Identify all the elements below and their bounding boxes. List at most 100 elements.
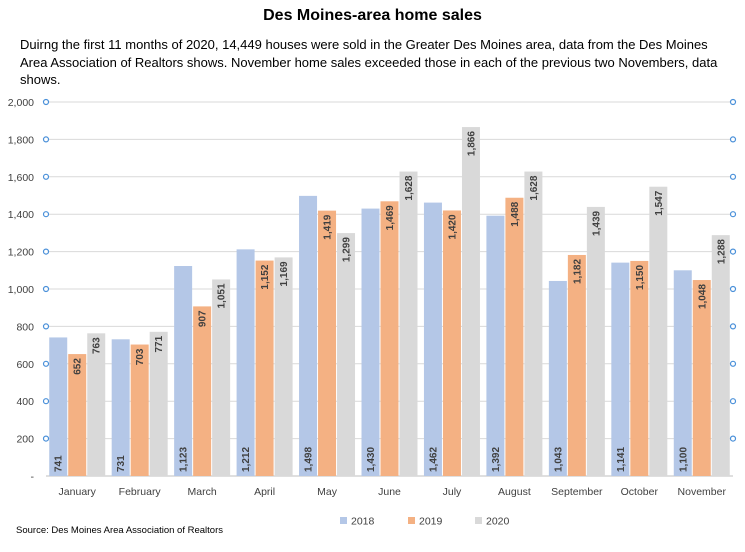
- selection-handle[interactable]: [729, 248, 737, 255]
- bar-2018-july: [423, 202, 442, 476]
- bar-2018-april: [236, 249, 255, 476]
- y-tick-label: 400: [16, 396, 34, 408]
- bar-2019-march: [193, 306, 212, 476]
- data-label: 1,469: [385, 205, 396, 230]
- legend-label: 2018: [351, 516, 375, 528]
- bar-2019-november: [692, 280, 711, 476]
- data-label: 771: [154, 335, 165, 352]
- bar-2019-october: [630, 260, 649, 476]
- bar-2020-march: [212, 279, 231, 476]
- x-tick-label: August: [498, 486, 531, 498]
- bar-2020-august: [524, 171, 543, 476]
- bar-2018-june: [361, 208, 380, 476]
- y-tick-label: 200: [16, 434, 34, 446]
- data-label: 1,152: [260, 264, 271, 289]
- selection-handle[interactable]: [729, 173, 737, 180]
- selection-handle[interactable]: [729, 136, 737, 143]
- data-label: 763: [92, 337, 103, 354]
- selection-handle[interactable]: [729, 323, 737, 330]
- data-label: 1,299: [342, 237, 353, 262]
- selection-handle[interactable]: [42, 398, 50, 405]
- y-tick-label: 2,000: [8, 97, 34, 109]
- legend-label: 2020: [486, 516, 510, 528]
- data-label: 1,048: [697, 284, 708, 309]
- bar-2019-august: [505, 197, 524, 476]
- bar-2018-october: [611, 262, 630, 476]
- bar-2019-february: [130, 344, 149, 476]
- selection-handle[interactable]: [729, 398, 737, 405]
- data-label: 1,051: [217, 283, 228, 308]
- x-tick-label: February: [119, 486, 162, 498]
- bar-2019-may: [318, 210, 337, 476]
- legend: 2018 2019 2020: [340, 516, 510, 528]
- bar-2018-january: [49, 337, 68, 476]
- data-label: 1,169: [279, 261, 290, 286]
- data-label: 741: [54, 455, 65, 472]
- selection-handle[interactable]: [42, 285, 50, 293]
- bar-2018-february: [111, 339, 130, 476]
- data-label: 1,212: [241, 447, 252, 472]
- bar-2018-march: [174, 265, 193, 476]
- data-label: 1,488: [510, 201, 521, 226]
- y-tick-label: 1,600: [8, 172, 34, 184]
- data-label: 1,430: [366, 447, 377, 472]
- selection-handle[interactable]: [42, 136, 50, 143]
- legend-swatch: [475, 517, 482, 524]
- bar-2019-june: [380, 201, 399, 476]
- bar-2020-july: [461, 127, 480, 477]
- data-label: 1,392: [491, 447, 502, 472]
- selection-handle[interactable]: [729, 285, 737, 293]
- legend-label: 2019: [419, 516, 443, 528]
- data-label: 1,150: [635, 265, 646, 290]
- bar-2020-september: [586, 206, 605, 477]
- data-label: 1,043: [553, 447, 564, 472]
- bar-2020-may: [337, 233, 356, 476]
- data-label: 1,420: [447, 214, 458, 239]
- selection-handle[interactable]: [729, 211, 737, 218]
- selection-handle[interactable]: [42, 323, 50, 330]
- selection-handle[interactable]: [42, 211, 50, 218]
- bar-2020-january: [87, 333, 106, 476]
- bar-2020-november: [711, 235, 730, 476]
- x-tick-label: October: [621, 486, 659, 498]
- y-tick-label: 1,800: [8, 134, 34, 146]
- data-label: 1,182: [572, 259, 583, 284]
- bar-2019-april: [255, 260, 274, 476]
- selection-handles: [42, 98, 737, 442]
- data-label: 1,439: [591, 210, 602, 235]
- selection-handle[interactable]: [729, 360, 737, 367]
- y-tick-label: 800: [16, 321, 34, 333]
- legend-swatch: [340, 517, 347, 524]
- chart-subtitle: Duirng the first 11 months of 2020, 14,4…: [20, 37, 718, 87]
- data-label: 1,462: [428, 447, 439, 472]
- data-label: 907: [198, 310, 209, 327]
- selection-handle[interactable]: [729, 435, 737, 442]
- data-label: 1,866: [466, 131, 477, 156]
- bar-2018-november: [673, 270, 692, 476]
- x-tick-label: June: [378, 486, 401, 498]
- x-tick-label: April: [254, 486, 275, 498]
- bar-2020-october: [649, 186, 668, 476]
- data-label: 1,498: [304, 447, 315, 472]
- selection-handle[interactable]: [42, 435, 50, 442]
- legend-swatch: [408, 517, 415, 524]
- selection-handle[interactable]: [42, 248, 50, 255]
- bar-2019-september: [567, 254, 586, 476]
- chart-title: Des Moines-area home sales: [263, 7, 482, 24]
- selection-handle[interactable]: [42, 98, 50, 106]
- selection-handle[interactable]: [42, 173, 50, 180]
- data-label: 1,628: [404, 175, 415, 200]
- x-tick-label: March: [188, 486, 217, 498]
- data-label: 1,141: [616, 447, 627, 472]
- selection-handle[interactable]: [729, 98, 737, 106]
- source-note: Source: Des Moines Area Association of R…: [16, 525, 223, 536]
- y-tick-label: 1,200: [8, 247, 34, 259]
- selection-handle[interactable]: [42, 360, 50, 367]
- bars: 741 652 763 731 703 771 1,123 907 1,051 1,212 1,15…: [49, 127, 730, 477]
- x-tick-label: May: [317, 486, 338, 498]
- data-label: 1,419: [323, 214, 334, 239]
- data-label: 731: [116, 455, 127, 472]
- bar-2018-may: [299, 195, 318, 476]
- y-tick-label: -: [31, 471, 35, 483]
